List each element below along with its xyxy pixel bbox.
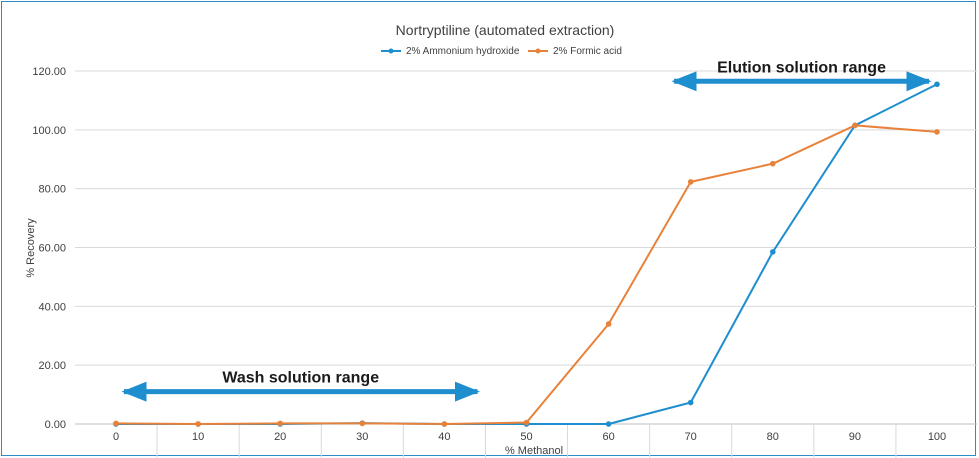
data-point (687, 179, 694, 185)
legend-label-series-2: 2% Formic acid (553, 46, 622, 57)
x-tick-label: 70 (685, 431, 697, 443)
y-tick-label: 120.00 (32, 66, 66, 78)
legend: 2% Ammonium hydroxide 2% Formic acid (381, 46, 622, 57)
series-layer (113, 81, 940, 427)
chart-title: Nortryptiline (automated extraction) (396, 22, 615, 38)
legend-label-series-1: 2% Ammonium hydroxide (406, 46, 520, 57)
x-tick-label: 0 (113, 431, 119, 443)
y-tick-label: 60.00 (38, 243, 66, 255)
x-tick-label: 40 (438, 431, 450, 443)
data-point (605, 421, 612, 427)
range-label-1: Wash solution range (222, 370, 379, 387)
x-tick-label: 10 (192, 431, 204, 443)
y-tick-label: 80.00 (38, 184, 66, 196)
data-point (195, 421, 201, 427)
legend-item-series-2: 2% Formic acid (528, 46, 622, 57)
data-point (113, 420, 119, 427)
grid-lines (75, 70, 977, 458)
data-point (770, 249, 776, 255)
x-axis-tick-labels: 0 10 20 30 40 50 60 70 80 90 100 (113, 431, 946, 443)
data-point (277, 420, 284, 427)
range-label-2: Elution solution range (717, 59, 886, 76)
data-point (934, 129, 940, 135)
x-tick-label: 80 (767, 431, 779, 443)
data-point (934, 81, 940, 88)
x-tick-label: 30 (356, 431, 368, 443)
legend-marker-series-2 (535, 48, 541, 54)
data-point (359, 420, 366, 427)
x-axis-title: % Methanol (505, 445, 563, 457)
data-point (687, 399, 694, 406)
data-point (605, 321, 612, 327)
y-tick-label: 20.00 (38, 360, 66, 372)
x-tick-label: 20 (274, 431, 286, 443)
data-point (852, 122, 858, 129)
y-tick-label: 0.00 (45, 419, 66, 431)
data-point (441, 421, 448, 427)
x-tick-label: 100 (928, 431, 946, 443)
legend-item-series-1: 2% Ammonium hydroxide (381, 46, 520, 57)
annotation-layer: Wash solution range Elution solution rang… (121, 59, 932, 402)
y-axis-title: % Recovery (25, 218, 37, 278)
legend-marker-series-1 (388, 48, 394, 54)
x-tick-label: 50 (520, 431, 532, 443)
data-point (770, 160, 776, 167)
data-point (523, 419, 530, 426)
x-tick-label: 90 (849, 431, 861, 443)
x-tick-label: 60 (602, 431, 614, 443)
y-tick-label: 40.00 (38, 301, 66, 313)
y-axis-tick-labels: 0.00 20.00 40.00 60.00 80.00 100.00 120.00 (32, 66, 66, 431)
y-tick-label: 100.00 (32, 125, 66, 137)
